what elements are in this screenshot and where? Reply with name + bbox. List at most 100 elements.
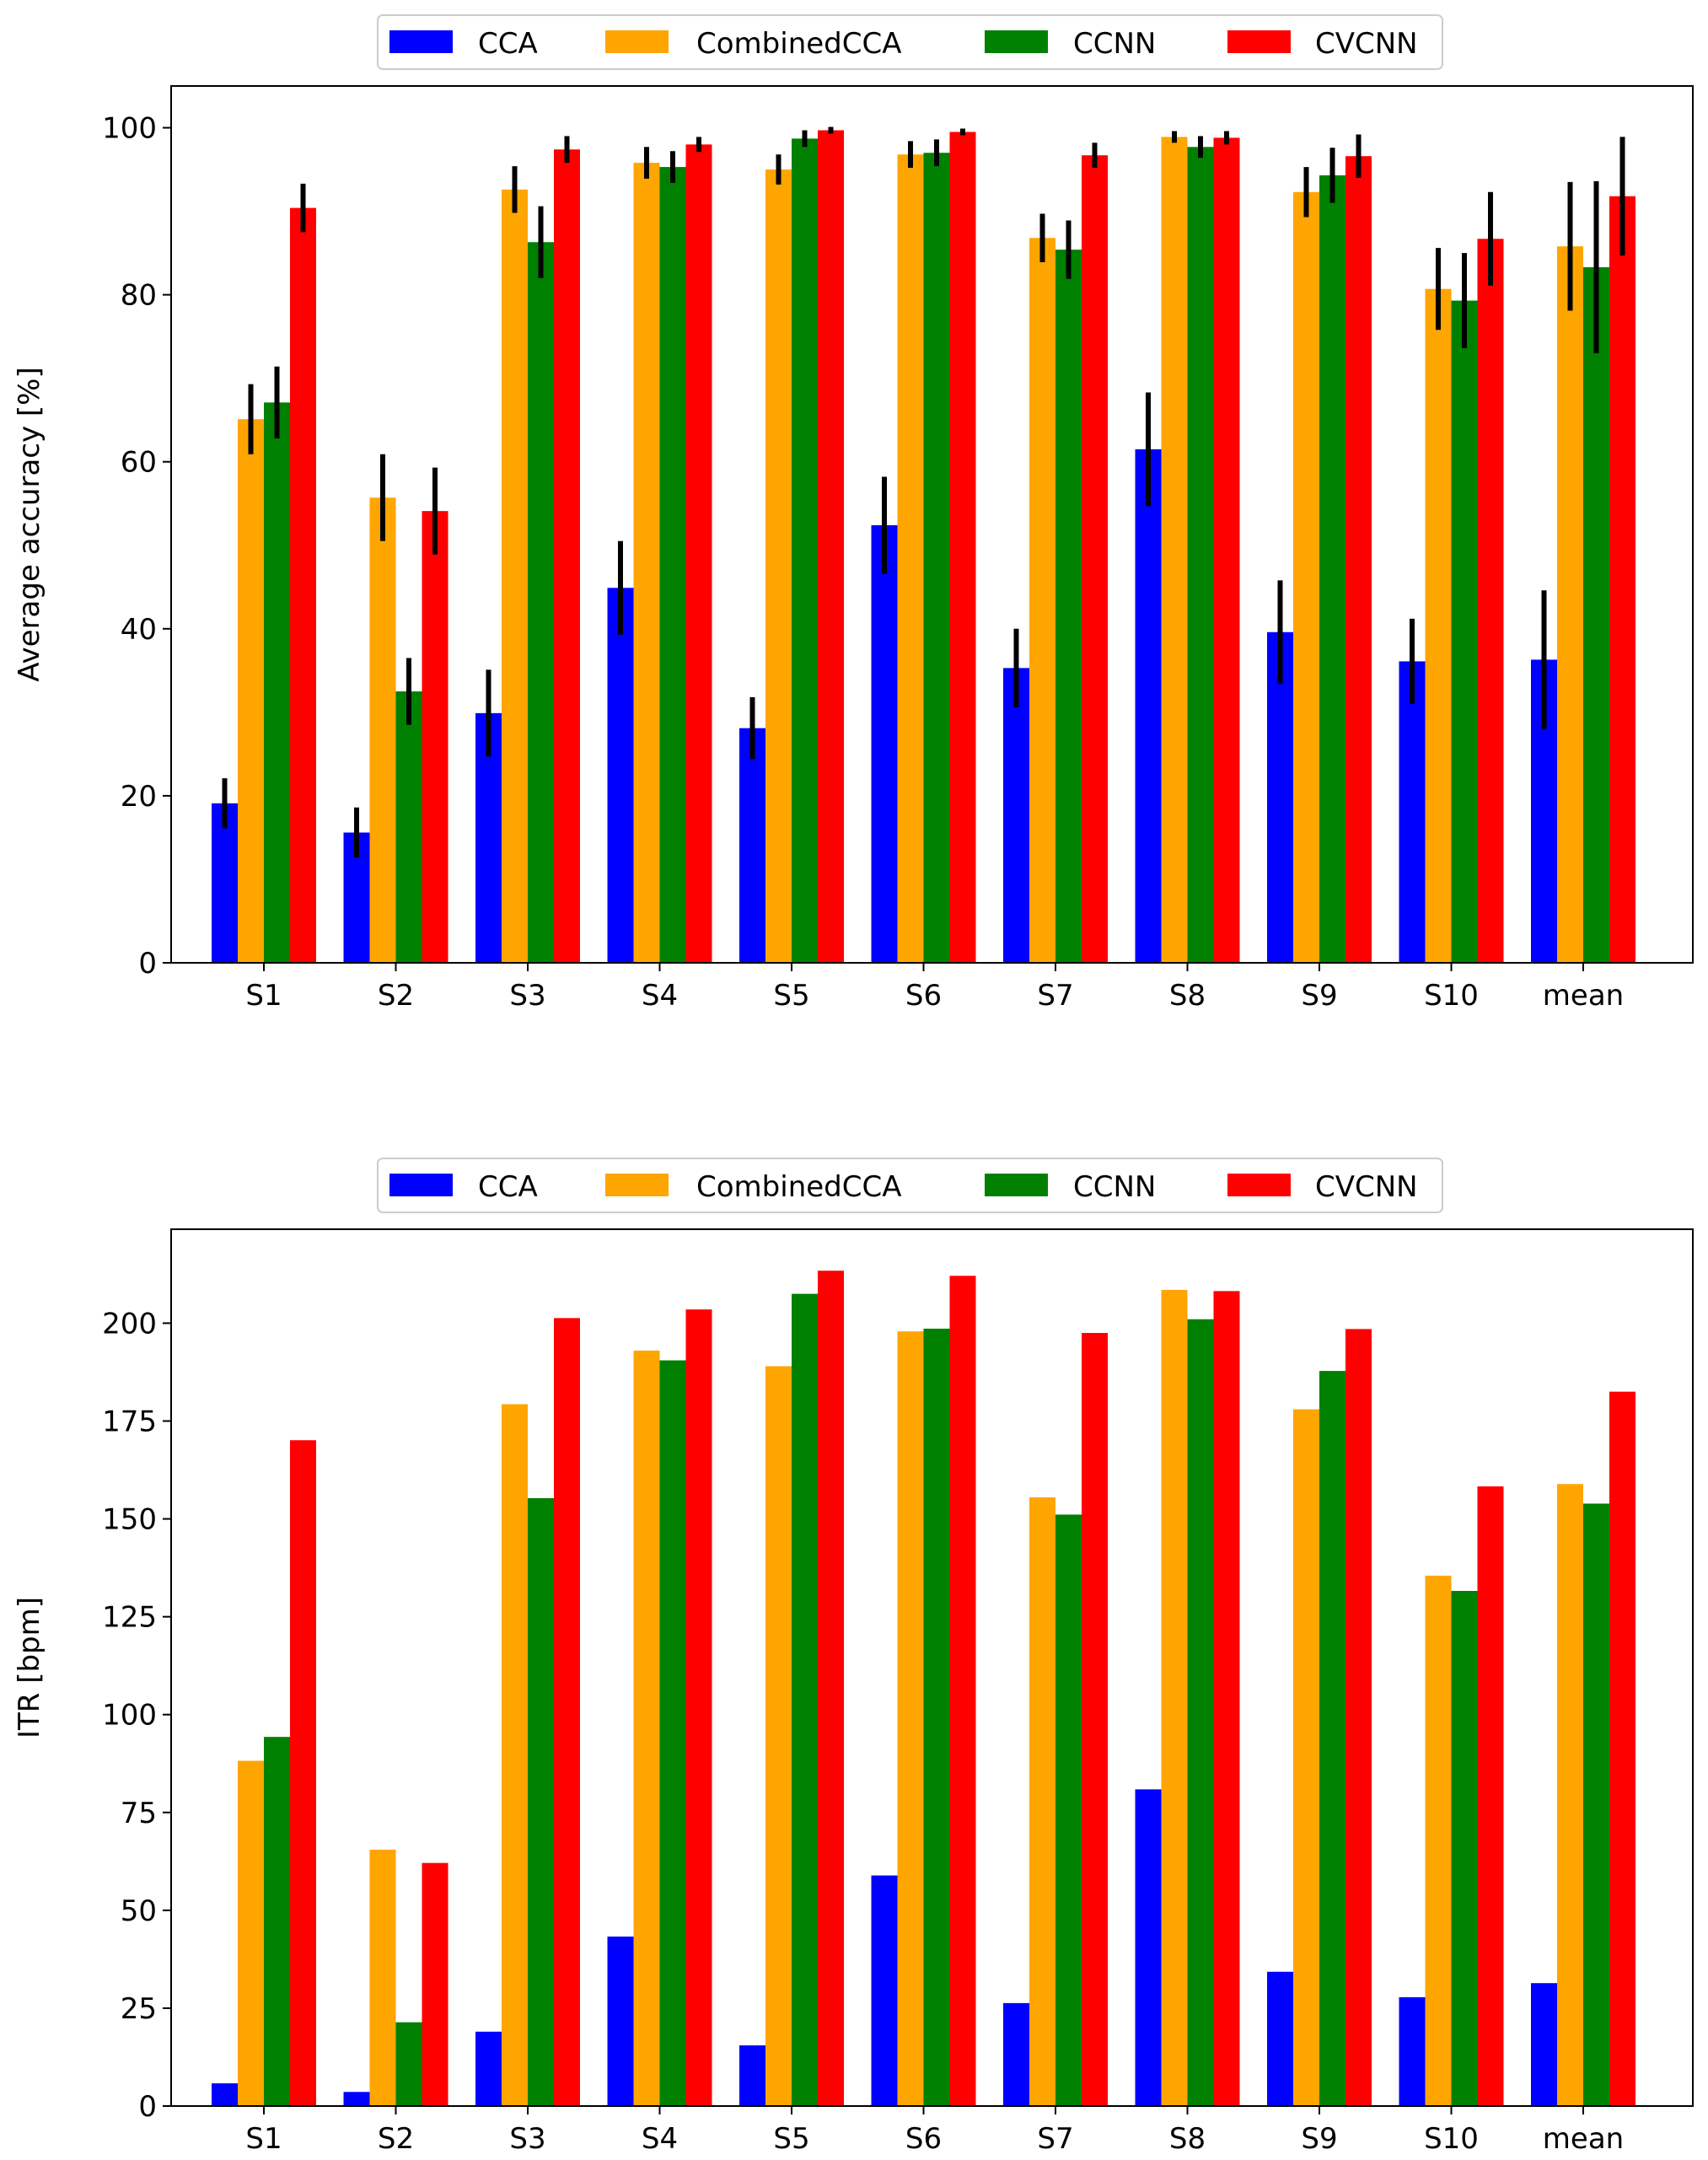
y-tick-label: 25 bbox=[121, 1992, 157, 2026]
bar-ccnn-s9 bbox=[1319, 1371, 1345, 2106]
legend-swatch-cvcnn bbox=[1227, 1174, 1291, 1196]
bar-cca-s4 bbox=[607, 1936, 634, 2106]
bar-combinedcca-s3 bbox=[502, 189, 528, 964]
bar-cvcnn-s3 bbox=[554, 1318, 580, 2106]
x-tick-label: S8 bbox=[1169, 2122, 1206, 2156]
bar-combinedcca-s9 bbox=[1293, 191, 1319, 964]
x-tick-label: S4 bbox=[642, 979, 678, 1013]
x-tick-label: S9 bbox=[1301, 2122, 1337, 2156]
bar-cvcnn-s9 bbox=[1345, 156, 1372, 963]
bar-cvcnn-s1 bbox=[290, 1440, 316, 2106]
y-tick-label: 175 bbox=[102, 1405, 157, 1439]
bar-combinedcca-s5 bbox=[765, 1366, 792, 2106]
y-tick-label: 50 bbox=[121, 1894, 157, 1928]
legend-swatch-combinedcca bbox=[605, 1174, 669, 1196]
legend-label-cvcnn: CVCNN bbox=[1315, 27, 1418, 61]
x-tick-label: S6 bbox=[905, 979, 942, 1013]
bar-cvcnn-mean bbox=[1609, 196, 1635, 963]
bar-cca-s3 bbox=[475, 2031, 502, 2106]
bar-cvcnn-s5 bbox=[818, 130, 844, 963]
bar-combinedcca-s2 bbox=[369, 1849, 396, 2106]
bar-ccnn-s7 bbox=[1055, 250, 1082, 964]
x-tick-label: S2 bbox=[378, 2122, 414, 2156]
bar-ccnn-s4 bbox=[659, 1360, 686, 2106]
bar-cca-s8 bbox=[1135, 1789, 1162, 2106]
legend-box bbox=[377, 14, 1443, 70]
legend-swatch-ccnn bbox=[985, 30, 1048, 53]
bar-ccnn-s3 bbox=[528, 1497, 554, 2106]
bar-cvcnn-s8 bbox=[1213, 137, 1240, 963]
bar-ccnn-s6 bbox=[923, 1328, 950, 2106]
bar-cca-s10 bbox=[1399, 1996, 1426, 2106]
bar-combinedcca-s3 bbox=[502, 1404, 528, 2106]
x-tick-label: S10 bbox=[1424, 979, 1479, 1013]
bar-combinedcca-s8 bbox=[1161, 1289, 1188, 2106]
x-tick-label: S3 bbox=[509, 979, 545, 1013]
bar-cca-s1 bbox=[212, 2083, 238, 2106]
bar-cca-s9 bbox=[1267, 631, 1293, 963]
legend: CCA CombinedCCA CCNN CVCNN bbox=[377, 14, 1443, 70]
x-tick-label: S10 bbox=[1424, 2122, 1479, 2156]
bar-combinedcca-s2 bbox=[369, 497, 396, 963]
x-tick-label: S6 bbox=[905, 2122, 942, 2156]
bar-ccnn-s5 bbox=[792, 1293, 818, 2106]
itr-chart: 0 25 50 75 100 125 150 175 200 S1 S2 S3 S4 S5 S6 S7 S8 S9… bbox=[13, 1158, 1694, 2156]
bar-ccnn-s7 bbox=[1055, 1514, 1082, 2106]
legend-swatch-cvcnn bbox=[1227, 30, 1291, 53]
bar-ccnn-s1 bbox=[264, 1737, 290, 2106]
bar-cvcnn-s1 bbox=[290, 207, 316, 964]
y-tick-label: 75 bbox=[121, 1797, 157, 1830]
bar-cca-s4 bbox=[607, 588, 634, 963]
bar-ccnn-mean bbox=[1583, 1503, 1609, 2106]
legend-label-ccnn: CCNN bbox=[1073, 27, 1156, 61]
y-tick-label: 100 bbox=[102, 112, 157, 146]
x-tick-label: S3 bbox=[509, 2122, 545, 2156]
bar-combinedcca-s6 bbox=[897, 1331, 924, 2106]
bar-ccnn-s2 bbox=[395, 691, 422, 963]
x-tick-label: S7 bbox=[1037, 979, 1073, 1013]
legend-label-cvcnn: CVCNN bbox=[1315, 1170, 1418, 1204]
bar-ccnn-s1 bbox=[264, 402, 290, 963]
bar-ccnn-s4 bbox=[659, 167, 686, 964]
bar-cca-s7 bbox=[1003, 2002, 1029, 2106]
bar-cvcnn-s2 bbox=[422, 511, 448, 963]
x-tick-label: mean bbox=[1543, 979, 1624, 1013]
x-tick-label: S1 bbox=[245, 979, 282, 1013]
bar-cca-s8 bbox=[1135, 449, 1162, 963]
legend-swatch-cca bbox=[389, 1174, 453, 1196]
legend: CCA CombinedCCA CCNN CVCNN bbox=[377, 1158, 1443, 1213]
bar-cvcnn-s4 bbox=[685, 1309, 712, 2106]
bar-combinedcca-s7 bbox=[1029, 238, 1055, 963]
bar-cca-s6 bbox=[871, 1875, 898, 2106]
bar-cca-s10 bbox=[1399, 661, 1426, 963]
legend-label-cca: CCA bbox=[478, 27, 538, 61]
bar-cvcnn-s7 bbox=[1082, 155, 1108, 963]
x-tick-label: S2 bbox=[378, 979, 414, 1013]
legend-label-combinedcca: CombinedCCA bbox=[696, 1170, 901, 1204]
x-tick-label: S7 bbox=[1037, 2122, 1073, 2156]
bar-combinedcca-s6 bbox=[897, 154, 924, 963]
y-tick-label: 200 bbox=[102, 1307, 157, 1341]
x-tick-label: S4 bbox=[642, 2122, 678, 2156]
bar-ccnn-s8 bbox=[1187, 147, 1214, 964]
bar-combinedcca-s10 bbox=[1425, 1575, 1452, 2106]
bar-cvcnn-s6 bbox=[949, 1276, 976, 2106]
y-tick-label: 40 bbox=[121, 613, 157, 647]
bar-combinedcca-s10 bbox=[1425, 288, 1452, 964]
bar-combinedcca-s4 bbox=[633, 163, 660, 964]
bar-combinedcca-s7 bbox=[1029, 1497, 1055, 2106]
bar-ccnn-s10 bbox=[1451, 300, 1478, 963]
bar-cvcnn-s4 bbox=[685, 144, 712, 964]
legend-swatch-ccnn bbox=[985, 1174, 1048, 1196]
x-tick-label: S8 bbox=[1169, 979, 1206, 1013]
plot-frame bbox=[170, 85, 1694, 964]
bar-combinedcca-s4 bbox=[633, 1350, 660, 2106]
bar-cca-s5 bbox=[739, 728, 765, 963]
bar-ccnn-s2 bbox=[395, 2022, 422, 2106]
bar-cvcnn-s6 bbox=[949, 132, 976, 963]
y-tick-label: 0 bbox=[138, 947, 157, 981]
bar-cca-mean bbox=[1531, 1983, 1557, 2106]
y-axis-label: ITR [bpm] bbox=[13, 1597, 46, 1738]
y-axis-label: Average accuracy [%] bbox=[13, 367, 46, 681]
